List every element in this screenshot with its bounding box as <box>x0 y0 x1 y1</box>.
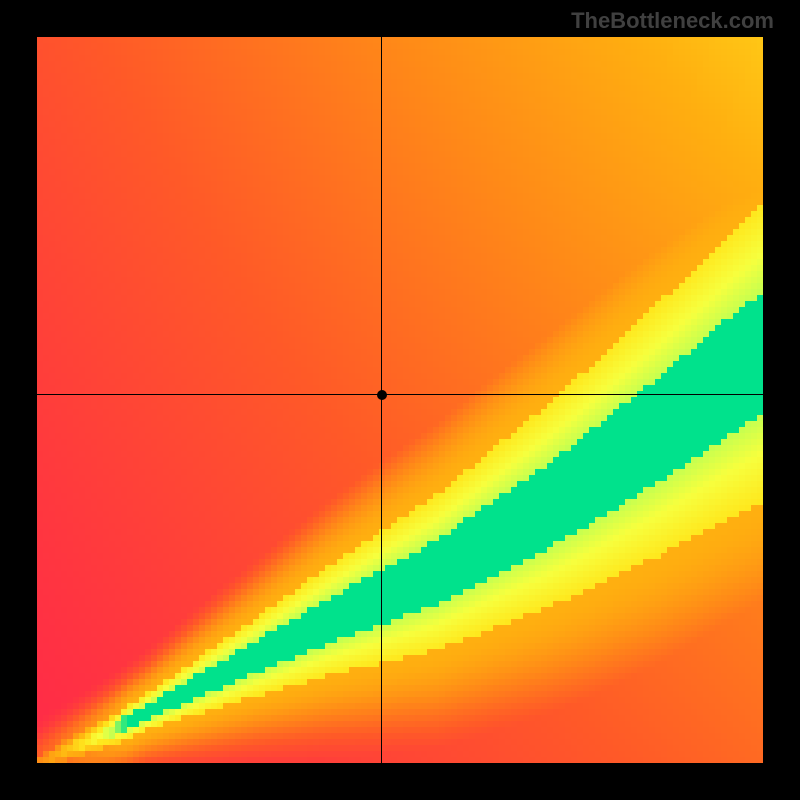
watermark-label: TheBottleneck.com <box>571 8 774 34</box>
chart-container: TheBottleneck.com <box>0 0 800 800</box>
crosshair-horizontal <box>37 394 763 395</box>
heatmap-canvas <box>37 37 763 763</box>
crosshair-vertical <box>381 37 382 763</box>
crosshair-marker <box>377 390 387 400</box>
